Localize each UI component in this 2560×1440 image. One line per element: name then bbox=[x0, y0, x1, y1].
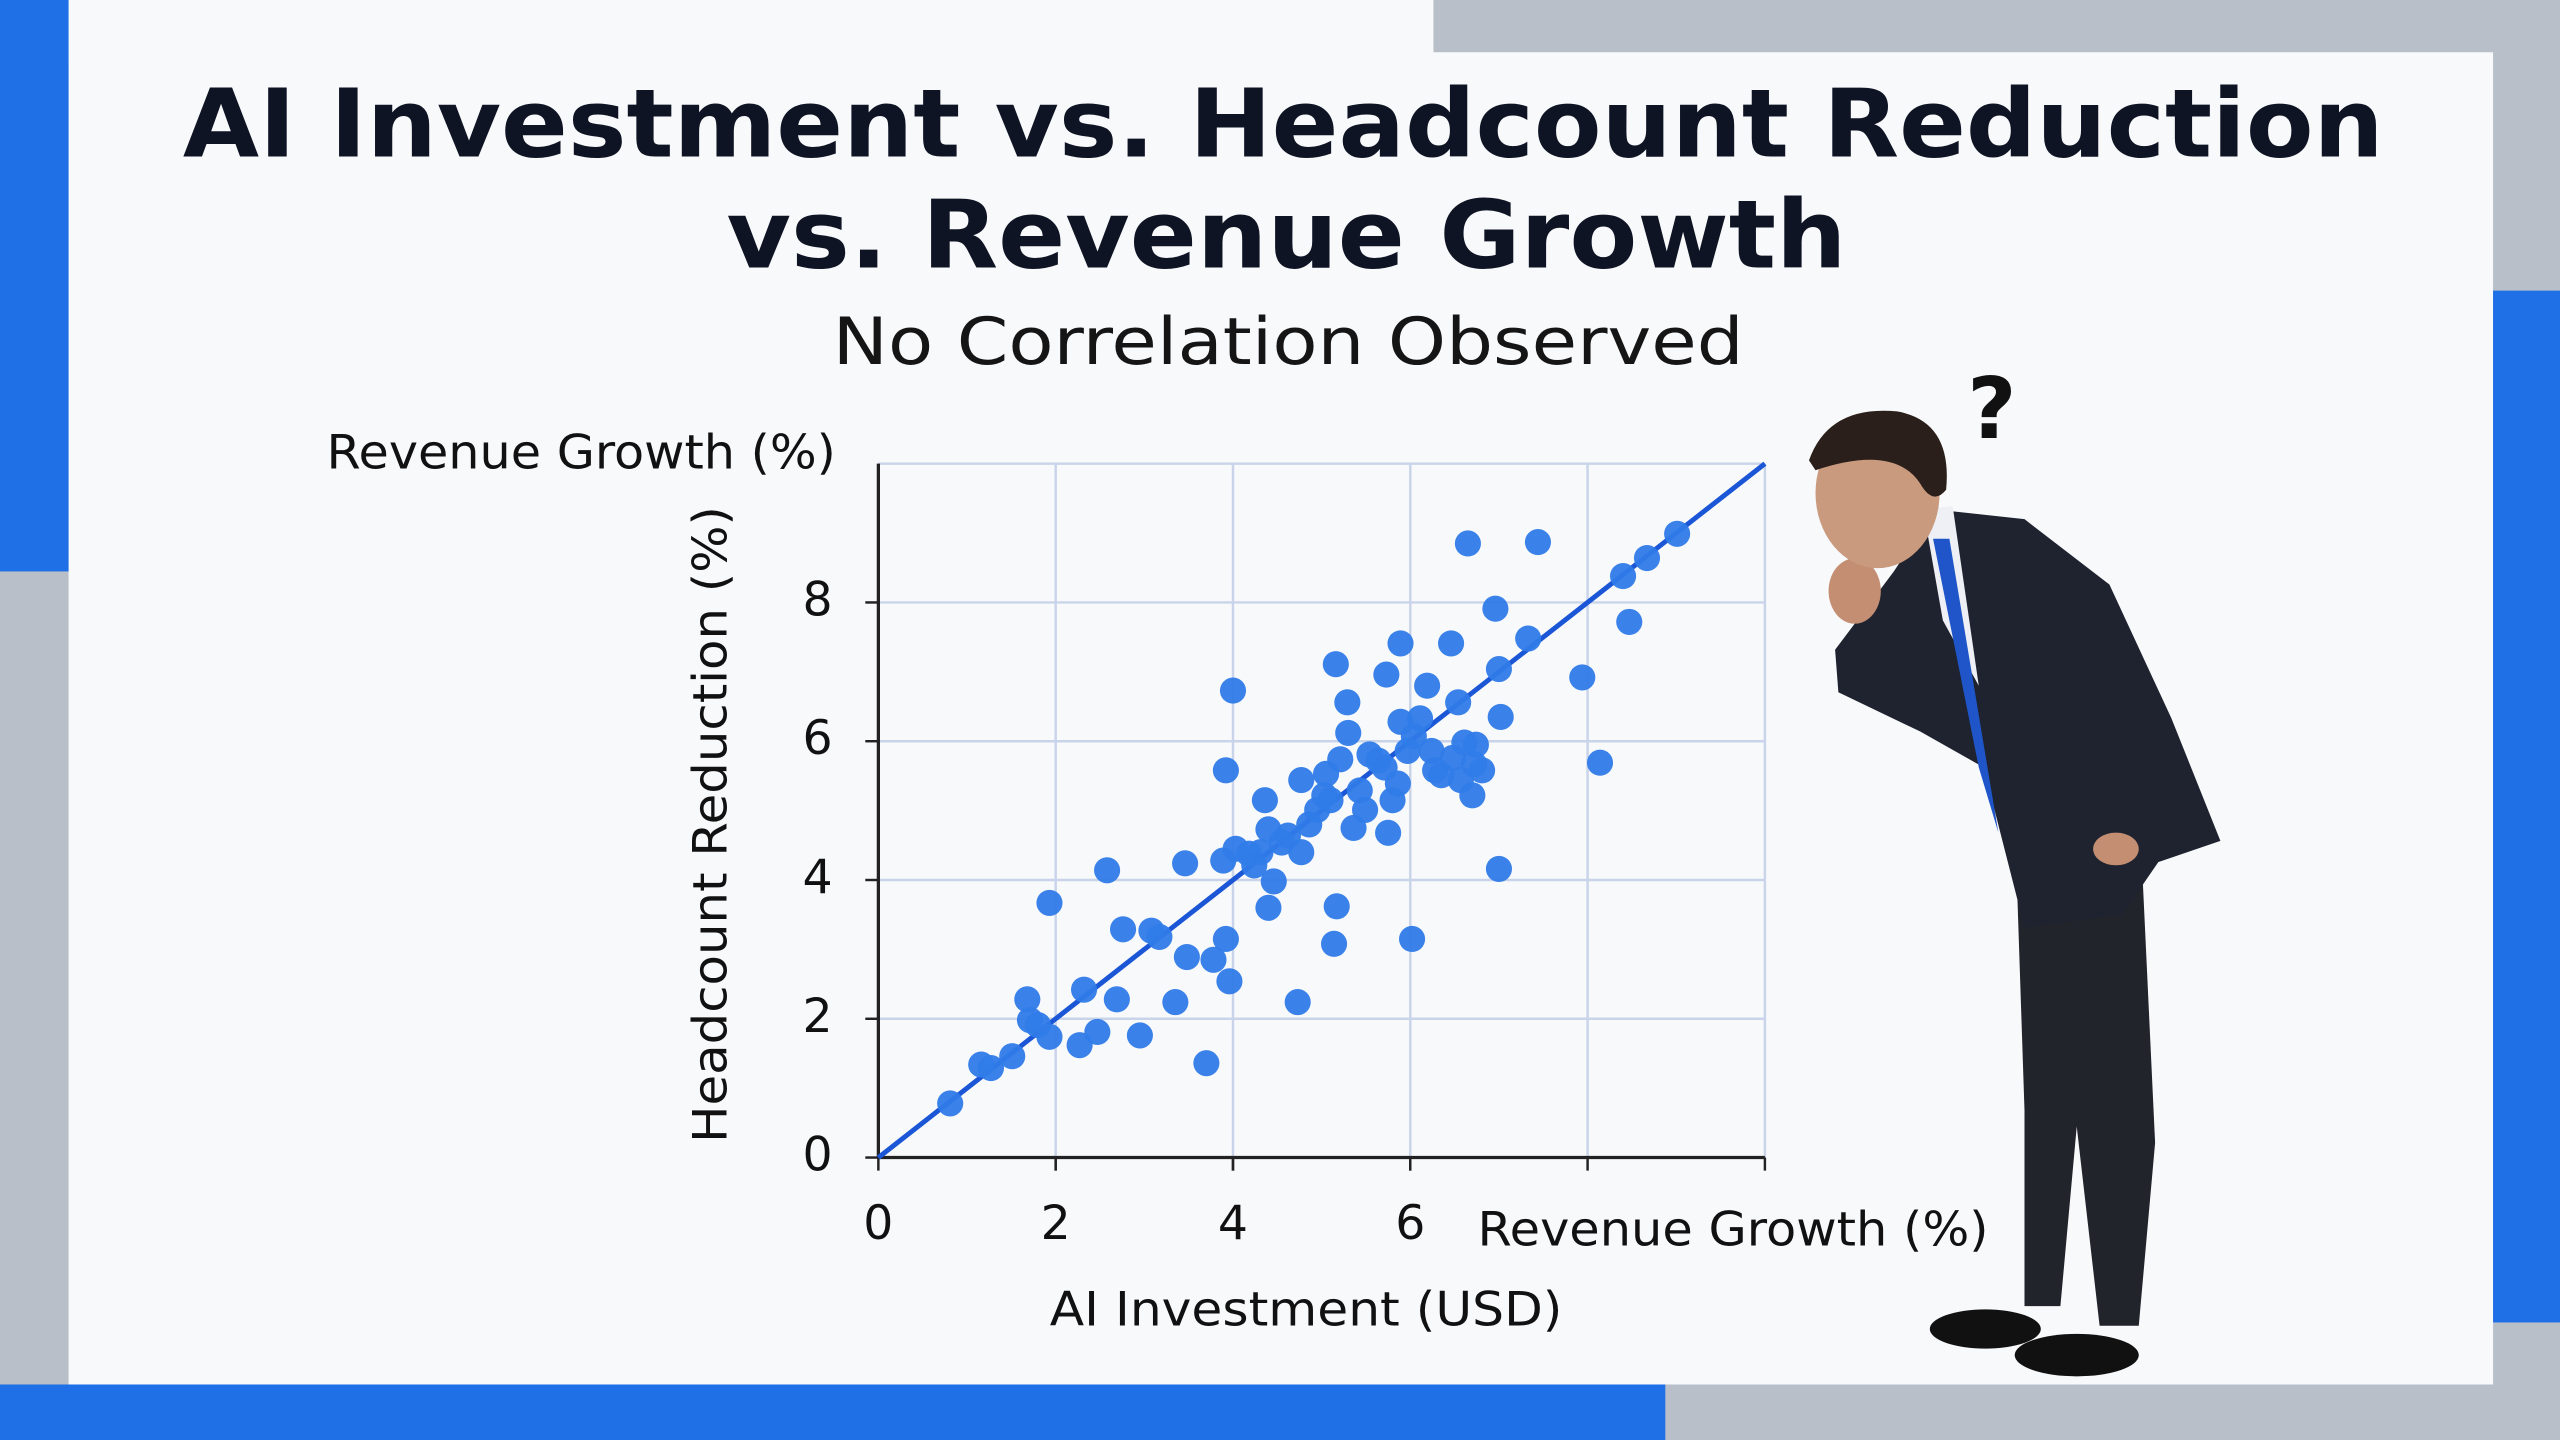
person-illustration bbox=[1808, 410, 2221, 1377]
data-point bbox=[1126, 1022, 1153, 1049]
x-tick-label: 6 bbox=[1395, 1196, 1425, 1251]
y-axis-label: Headcount Reduction (%) bbox=[683, 506, 738, 1143]
data-point bbox=[1485, 656, 1512, 683]
data-point bbox=[1320, 930, 1348, 957]
data-point bbox=[1524, 529, 1552, 556]
data-point bbox=[1569, 664, 1596, 691]
data-point bbox=[1398, 925, 1426, 953]
data-point bbox=[1193, 1050, 1220, 1077]
data-point bbox=[1482, 595, 1509, 622]
data-point bbox=[1335, 719, 1362, 746]
data-point bbox=[1373, 661, 1400, 688]
y-tick-label: 2 bbox=[803, 989, 833, 1044]
chart-title: vs. Revenue Growth bbox=[727, 181, 1847, 291]
data-point bbox=[1288, 767, 1315, 794]
data-point bbox=[1469, 757, 1496, 784]
data-point bbox=[977, 1054, 1005, 1082]
data-point bbox=[1352, 796, 1379, 823]
data-point bbox=[1664, 520, 1691, 547]
data-point bbox=[1485, 855, 1512, 882]
x-tick-label: 4 bbox=[1218, 1196, 1248, 1251]
data-point bbox=[1070, 976, 1098, 1003]
x-tick-label: 0 bbox=[863, 1196, 893, 1251]
data-point bbox=[1586, 749, 1614, 776]
data-point bbox=[1200, 946, 1227, 973]
data-point bbox=[1387, 630, 1414, 657]
data-point bbox=[1616, 608, 1643, 635]
accent-right bbox=[2493, 290, 2560, 1323]
annotation: ? bbox=[1967, 360, 2016, 459]
chart-title: AI Investment vs. Headcount Reduction bbox=[183, 69, 2384, 179]
data-point bbox=[1375, 819, 1402, 846]
data-point bbox=[1284, 989, 1311, 1016]
data-point bbox=[1515, 625, 1542, 652]
data-point bbox=[1247, 839, 1274, 866]
plot: 0 2 4 6 8 0 2 4 6 bbox=[803, 461, 1767, 1251]
x-tick-label: 2 bbox=[1041, 1196, 1071, 1251]
data-point bbox=[999, 1043, 1026, 1070]
data-point bbox=[1438, 630, 1465, 657]
y-tick-label: 8 bbox=[803, 572, 833, 627]
data-point bbox=[1317, 787, 1344, 814]
data-point bbox=[1146, 923, 1173, 950]
y-tick-label: 0 bbox=[803, 1128, 833, 1183]
data-point bbox=[1288, 839, 1315, 866]
data-point bbox=[1172, 850, 1199, 877]
data-point bbox=[937, 1090, 964, 1117]
data-point bbox=[1487, 703, 1514, 730]
data-point bbox=[1323, 893, 1350, 920]
data-point bbox=[1212, 925, 1239, 953]
data-point bbox=[1327, 746, 1354, 773]
data-point bbox=[1094, 857, 1121, 884]
data-point bbox=[1014, 986, 1041, 1013]
data-point bbox=[1414, 672, 1441, 699]
y-tick-label: 6 bbox=[803, 711, 833, 766]
y-tick-label: 4 bbox=[803, 850, 833, 905]
x-axis-label: AI Investment (USD) bbox=[1050, 1283, 1563, 1338]
data-point bbox=[1212, 757, 1239, 784]
data-point bbox=[1260, 868, 1287, 895]
data-point bbox=[1173, 943, 1200, 971]
data-point bbox=[1162, 989, 1189, 1016]
data-point bbox=[1454, 530, 1481, 557]
data-point bbox=[1219, 677, 1247, 704]
data-point bbox=[1109, 916, 1137, 943]
data-point bbox=[1406, 705, 1434, 732]
data-point bbox=[1255, 894, 1282, 921]
annotation: Revenue Growth (%) bbox=[1478, 1203, 1989, 1258]
accent-left bbox=[0, 0, 69, 572]
data-point bbox=[1084, 1018, 1111, 1046]
annotation: Revenue Growth (%) bbox=[327, 426, 836, 481]
chart-subtitle: No Correlation Observed bbox=[833, 304, 1744, 380]
data-point bbox=[1445, 689, 1472, 716]
data-point bbox=[1633, 544, 1661, 572]
data-point bbox=[1462, 731, 1489, 758]
data-point bbox=[1459, 782, 1486, 809]
data-point bbox=[1036, 889, 1063, 916]
data-point bbox=[1418, 737, 1445, 764]
data-point bbox=[1384, 770, 1411, 797]
data-point bbox=[1036, 1023, 1063, 1050]
accent-bottom bbox=[0, 1384, 1666, 1440]
data-point bbox=[1334, 689, 1361, 716]
data-point bbox=[1216, 968, 1243, 995]
data-point bbox=[1322, 651, 1349, 678]
data-point bbox=[1609, 563, 1637, 590]
data-point bbox=[1251, 787, 1278, 814]
data-point bbox=[1103, 986, 1130, 1013]
